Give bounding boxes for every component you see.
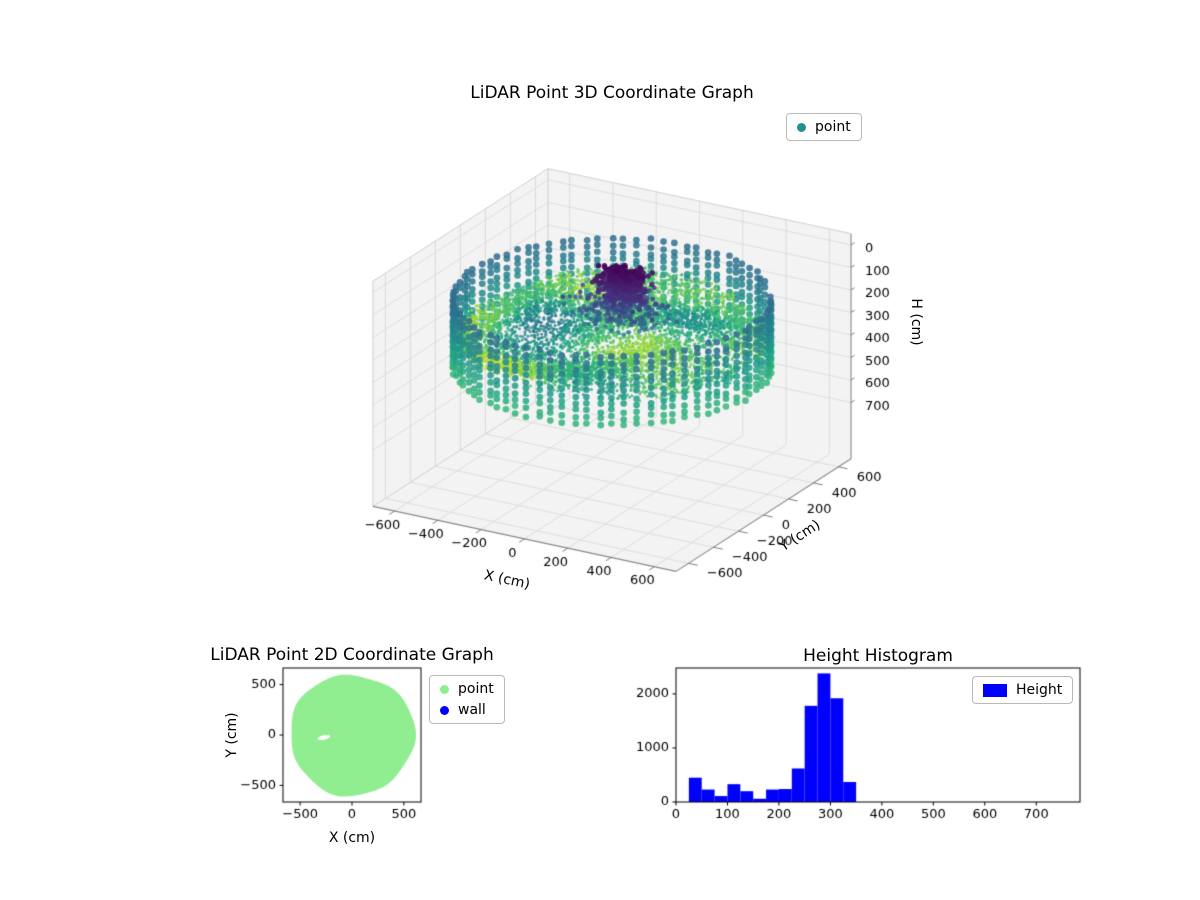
plot3d-legend: point <box>786 113 862 141</box>
histogram-legend: Height <box>972 676 1074 704</box>
point-marker-icon <box>797 122 806 132</box>
plot2d-x-axis-label: X (cm) <box>328 830 376 846</box>
legend-label-point: point <box>458 681 494 697</box>
legend-item-point: point <box>797 119 851 135</box>
plot2d-legend: point wall <box>429 675 505 724</box>
legend-label-wall: wall <box>458 702 486 718</box>
plot3d-title: LiDAR Point 3D Coordinate Graph <box>470 83 754 103</box>
histogram-title: Height Histogram <box>803 646 953 666</box>
plot2d-title: LiDAR Point 2D Coordinate Graph <box>210 645 494 665</box>
legend-item-height: Height <box>983 682 1062 698</box>
legend-item-wall: wall <box>440 702 494 718</box>
legend-label-height: Height <box>1016 682 1063 698</box>
plot3d-h-axis-label: H (cm) <box>908 298 924 346</box>
legend-item-point: point <box>440 681 494 697</box>
wall-marker-icon <box>440 705 449 715</box>
legend-label-point: point <box>815 119 851 135</box>
plot2d-y-axis-label: Y (cm) <box>224 712 240 758</box>
point-marker-icon <box>440 684 449 694</box>
height-patch-icon <box>983 683 1007 697</box>
